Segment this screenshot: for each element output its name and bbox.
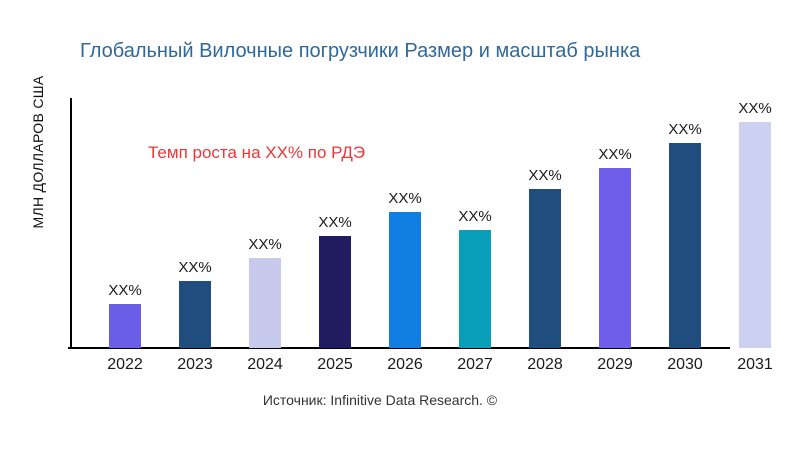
bar-value-label-2022: XX% [108,282,142,299]
bar-value-label-2026: XX% [388,190,422,207]
bar-2026 [389,212,421,348]
x-tick-label-2023: 2023 [177,356,213,373]
bar-2028 [529,189,561,348]
bar-2023 [179,281,211,348]
x-tick-label-2030: 2030 [667,356,703,373]
bar-2022 [109,304,141,348]
bar-2025 [319,236,351,348]
x-axis-line [68,347,730,349]
x-tick-label-2031: 2031 [737,356,773,373]
bar-value-label-2024: XX% [248,236,282,253]
y-axis-title: МЛН ДОЛЛАРОВ США [30,75,46,229]
bar-2029 [599,168,631,348]
growth-rate-annotation: Темп роста на XX% по РДЭ [148,143,366,162]
x-tick-label-2029: 2029 [597,356,633,373]
source-note: Источник: Infinitive Data Research. © [262,392,498,408]
x-tick-label-2028: 2028 [527,356,563,373]
chart-title: Глобальный Вилочные погрузчики Размер и … [80,40,641,62]
x-tick-label-2024: 2024 [247,356,283,373]
bar-2030 [669,143,701,348]
bar-value-label-2025: XX% [318,214,352,231]
x-tick-label-2026: 2026 [387,356,423,373]
x-tick-label-2022: 2022 [107,356,143,373]
x-tick-label-2025: 2025 [317,356,353,373]
bar-value-label-2029: XX% [598,146,632,163]
bar-value-label-2031: XX% [738,100,772,117]
bar-value-label-2030: XX% [668,121,702,138]
bar-2027 [459,230,491,348]
bar-value-label-2028: XX% [528,167,562,184]
y-axis-line [70,98,72,349]
bar-value-label-2027: XX% [458,208,492,225]
bar-value-label-2023: XX% [178,259,212,276]
bar-2024 [249,258,281,348]
bar-2031 [739,122,771,348]
x-tick-label-2027: 2027 [457,356,493,373]
